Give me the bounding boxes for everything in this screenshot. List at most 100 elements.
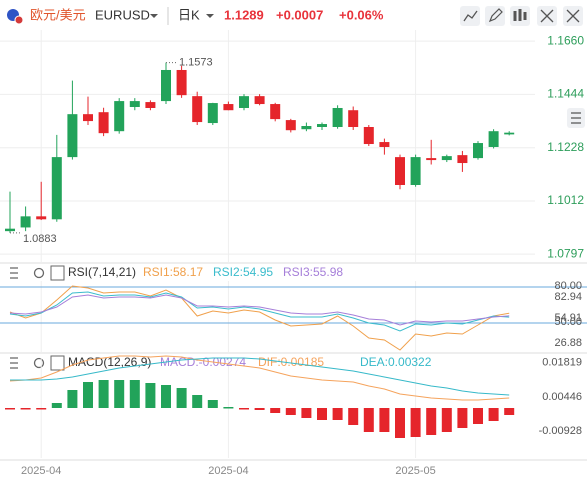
y-tick-label: 0.00446 [542,391,582,403]
macd-bar [379,408,390,432]
dropdown-arrow[interactable] [206,14,214,18]
value-note: 26.88 [554,337,582,349]
candle-body [20,216,31,228]
candle-body [363,126,374,145]
macd-bar [504,408,515,415]
macd-bar [348,408,359,425]
candle-body [410,157,421,185]
macd-line [10,357,510,396]
macd-bar [20,408,31,410]
macd-bar [114,380,125,408]
macd-bar [410,408,421,437]
macd-bar [36,408,47,410]
macd-bar [488,408,499,421]
macd-bar [473,408,483,424]
candle-body [348,110,359,127]
candle-body [129,101,140,108]
candle-body [239,96,249,108]
macd-bar [207,400,218,408]
y-tick-label: 80.00 [554,280,582,292]
macd-bar [83,382,93,408]
macd-bar [426,408,437,435]
candle-body [395,157,405,185]
candle-body [145,102,156,108]
macd-bar [317,408,327,420]
price: 1.1289 [224,7,264,22]
x-tick-label: 2025-04 [21,465,61,477]
candle-body [332,107,343,127]
candle-body [488,131,499,147]
macd-bar [363,408,374,432]
y-tick-label: 1.1012 [547,193,584,207]
macd-bar [98,380,109,408]
value-note: 54.91 [554,312,582,324]
macd-bar [285,408,296,415]
y-tick-label: 50.00 [554,316,582,328]
macd-bar [457,408,468,428]
rsi-line [9,294,510,326]
macd-bar [145,383,156,408]
collapse-icon[interactable] [10,267,18,279]
candle-body [301,126,312,130]
macd-bar [301,408,312,418]
dropdown-arrow[interactable] [150,14,158,18]
candle-body [317,124,327,127]
period[interactable]: 日K [178,7,200,22]
candle-body [51,157,62,220]
icon [571,112,581,124]
flag-icon [14,15,24,25]
macd-bar [51,403,62,408]
macd-bar [67,390,78,408]
candle-body [254,96,265,105]
y-tick-label: 0.01819 [542,356,582,368]
legend-entry: RSI2:54.95 [213,265,273,279]
pair-name: 欧元/美元 [30,7,86,22]
legend-entry: RSI1:58.17 [143,265,203,279]
y-tick-label: 1.1228 [547,140,584,154]
draw-button[interactable] [485,6,505,26]
y-tick-label: -0.00928 [539,425,582,437]
legend-entry: DEA:0.00322 [360,355,432,369]
candle-body [473,143,483,159]
box-icon [50,355,65,371]
candle-body [223,104,234,111]
candle-body [270,104,281,120]
indicator-title: MACD(12,26,9) [68,355,151,369]
macd-bar [332,408,343,420]
candle-body [176,69,187,96]
annotation: 1.1573 [179,56,213,68]
candle-body [114,101,125,132]
candle-body [426,158,437,161]
candle-body [36,216,47,220]
macd-bar [270,408,281,413]
icon [566,9,580,23]
settings-icon[interactable] [33,357,45,369]
annotation: 1.0883 [23,233,57,245]
header: 欧元/美元 EURUSD 日K 1.1289 +0.0007 +0.06% [7,6,585,128]
candle-body [5,228,15,232]
collapse-icon[interactable] [10,357,18,369]
settings-icon[interactable] [33,267,45,279]
x-tick-label: 2025-04 [208,465,248,477]
change: +0.0007 [276,7,323,22]
box-icon [50,265,65,281]
macd-bar [176,388,187,408]
macd-line [9,355,510,401]
macd-bar [395,408,405,438]
icon [463,10,478,22]
icon [513,9,527,21]
candle-body [207,103,218,124]
rsi-header [10,265,65,281]
macd-bar [192,395,203,408]
candle-body [285,120,296,131]
indicator-title: RSI(7,14,21) [68,265,136,279]
candle-body [457,155,468,164]
value-note: 82.94 [554,291,582,303]
symbol[interactable]: EURUSD [95,7,150,22]
legend-entry: RSI3:55.98 [283,265,343,279]
candle-body [67,114,78,158]
macd-bar [223,407,234,409]
candle-body [83,114,93,122]
